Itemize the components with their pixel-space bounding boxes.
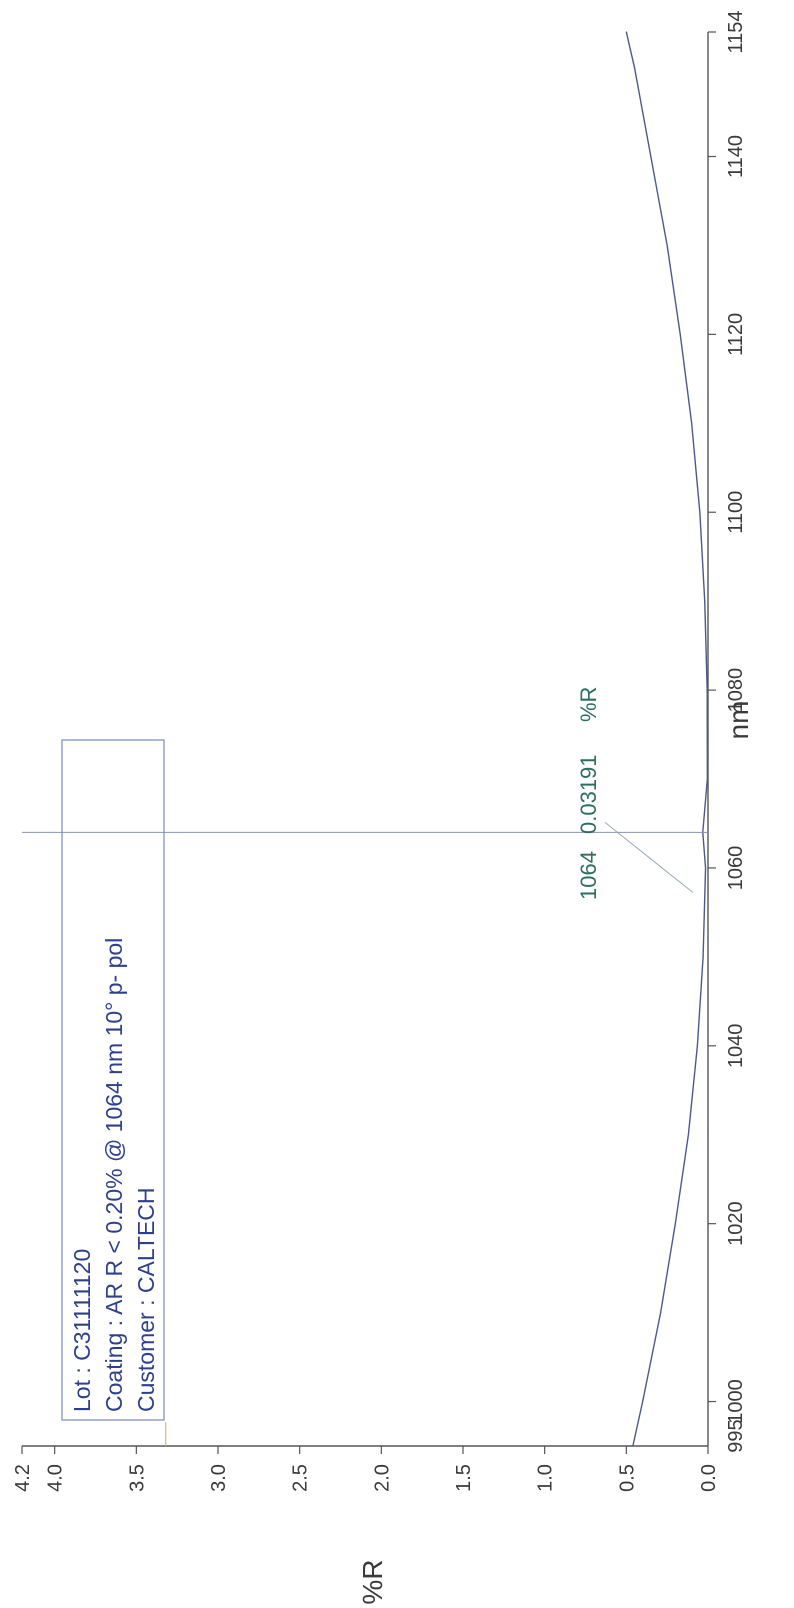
series-line-0 xyxy=(625,31,709,1447)
y-tick-label-4.0: 4.0 xyxy=(45,1464,67,1492)
y-tick-label-2.0: 2.0 xyxy=(371,1464,393,1492)
info-box-frame xyxy=(61,739,165,1421)
info-lot: Lot : C31111120 xyxy=(69,1249,95,1412)
readout-unit: %R xyxy=(576,687,601,722)
series-point-0-14 xyxy=(679,333,681,335)
y-tick-label-4.2: 4.2 xyxy=(12,1464,34,1492)
x-tick-label-1040: 1040 xyxy=(725,1024,747,1069)
series-point-0-15 xyxy=(666,244,668,247)
x-tick-label-1100: 1100 xyxy=(725,491,747,534)
series-point-0-16 xyxy=(650,155,652,158)
x-tick-label-1080: 1080 xyxy=(725,668,747,713)
x-tick-label-1060: 1060 xyxy=(725,846,747,891)
info-coating: Coating : AR R < 0.20% @ 1064 nm 10° p- … xyxy=(101,938,127,1412)
x-tick-label-1140: 1140 xyxy=(725,135,747,178)
readout-x: 1064 xyxy=(576,851,601,900)
series-layer xyxy=(625,31,709,1447)
x-tick-label-1120: 1120 xyxy=(725,313,747,356)
x-tick-label-1154: 1154 xyxy=(725,10,747,53)
series-point-0-0 xyxy=(632,1445,634,1447)
cursor-leader xyxy=(604,821,694,893)
series-point-0-13 xyxy=(691,422,693,424)
x-tick-label-start: 995 xyxy=(725,1419,747,1452)
series-point-0-1 xyxy=(642,1400,644,1403)
series-point-0-17 xyxy=(633,66,636,69)
x-tick-label-1020: 1020 xyxy=(725,1201,747,1246)
info-box: Lot : C31111120 Coating : AR R < 0.20% @… xyxy=(61,739,165,1421)
series-point-0-3 xyxy=(674,1223,676,1225)
series-point-0-4 xyxy=(687,1134,690,1136)
y-tick-label-1.5: 1.5 xyxy=(453,1464,475,1492)
y-tick-label-2.5: 2.5 xyxy=(290,1464,312,1492)
cursor-readout: 1064 0.03191 %R xyxy=(576,687,601,900)
series-point-0-7 xyxy=(704,867,707,869)
y-tick-label-3.0: 3.0 xyxy=(208,1464,230,1492)
y-tick-label-1.0: 1.0 xyxy=(535,1464,557,1492)
y-tick-label-3.5: 3.5 xyxy=(126,1464,148,1492)
cursor-layer xyxy=(22,821,708,893)
series-point-0-5 xyxy=(696,1045,698,1047)
y-tick-label-0.5: 0.5 xyxy=(616,1464,638,1492)
x-tick-label-1000: 1000 xyxy=(725,1379,747,1424)
series-point-0-2 xyxy=(660,1312,662,1314)
info-customer: Customer : CALTECH xyxy=(133,1187,159,1412)
series-point-0-10 xyxy=(706,689,708,691)
series-point-0-6 xyxy=(702,956,704,958)
series-point-0-9 xyxy=(706,778,708,780)
y-axis-title: %R xyxy=(357,1559,388,1604)
y-tick-label-0.0: 0.0 xyxy=(698,1464,720,1492)
series-point-0-11 xyxy=(704,600,706,602)
x-axis-title: nm xyxy=(723,701,754,740)
series-point-0-12 xyxy=(699,511,701,513)
readout-y: 0.03191 xyxy=(576,754,601,834)
series-point-0-18 xyxy=(625,31,627,33)
ticks: 1000102010401060108011001120114011549950… xyxy=(12,10,747,1491)
